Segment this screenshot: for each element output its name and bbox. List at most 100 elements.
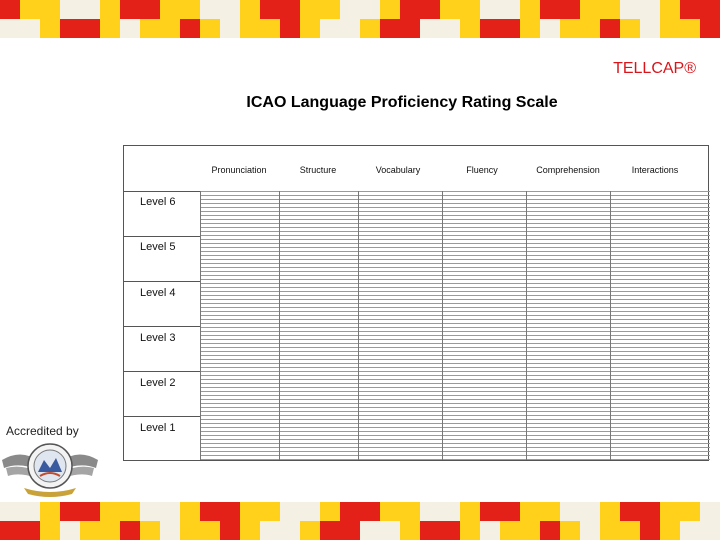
checker-cell [640, 19, 660, 38]
level-label-4: Level 4 [140, 287, 176, 299]
checker-cell [0, 521, 20, 540]
checker-cell [320, 502, 340, 521]
checker-cell [600, 502, 620, 521]
checker-cell [540, 521, 560, 540]
checker-cell [440, 521, 460, 540]
checker-cell [160, 19, 180, 38]
checker-cell [580, 521, 600, 540]
checker-cell [300, 521, 320, 540]
checker-cell [560, 0, 580, 19]
checker-cell [580, 502, 600, 521]
checker-cell [680, 502, 700, 521]
checker-cell [500, 0, 520, 19]
checker-cell [80, 19, 100, 38]
checker-cell [180, 0, 200, 19]
checker-cell [460, 19, 480, 38]
checker-cell [400, 19, 420, 38]
checker-cell [200, 521, 220, 540]
checker-cell [220, 521, 240, 540]
checker-cell [40, 502, 60, 521]
accreditation-seal-icon [2, 443, 98, 497]
checker-cell [280, 19, 300, 38]
checker-cell [360, 0, 380, 19]
checker-cell [120, 0, 140, 19]
checker-cell [500, 502, 520, 521]
checker-cell [660, 521, 680, 540]
checker-cell [520, 19, 540, 38]
checker-cell [560, 521, 580, 540]
accredited-by-label: Accredited by [6, 424, 79, 438]
checker-cell [340, 19, 360, 38]
checker-cell [420, 0, 440, 19]
checker-cell [500, 19, 520, 38]
checker-cell [0, 502, 20, 521]
checker-cell [300, 19, 320, 38]
column-header-comprehension: Comprehension [536, 165, 600, 175]
checker-cell [60, 0, 80, 19]
checker-cell [340, 521, 360, 540]
checker-cell [340, 0, 360, 19]
checker-cell [340, 502, 360, 521]
checker-cell [440, 19, 460, 38]
checker-cell [260, 0, 280, 19]
checker-cell [220, 19, 240, 38]
checker-cell [500, 521, 520, 540]
checker-cell [60, 521, 80, 540]
checker-cell [700, 0, 720, 19]
top-checker-band [0, 0, 720, 38]
checker-cell [480, 502, 500, 521]
checker-cell [600, 19, 620, 38]
checker-cell [400, 0, 420, 19]
checker-cell [20, 0, 40, 19]
checker-cell [40, 19, 60, 38]
column-header-pronunciation: Pronunciation [211, 165, 267, 175]
checker-cell [160, 0, 180, 19]
checker-cell [620, 19, 640, 38]
checker-cell [540, 19, 560, 38]
checker-cell [240, 19, 260, 38]
checker-cell [700, 502, 720, 521]
checker-cell [520, 521, 540, 540]
checker-cell [280, 0, 300, 19]
checker-cell [280, 521, 300, 540]
checker-cell [440, 0, 460, 19]
checker-cell [240, 502, 260, 521]
checker-cell [180, 521, 200, 540]
checker-cell [100, 502, 120, 521]
checker-cell [380, 521, 400, 540]
checker-cell [220, 0, 240, 19]
checker-cell [660, 502, 680, 521]
checker-cell [560, 502, 580, 521]
grid-column-interactions [610, 191, 710, 460]
checker-cell [20, 521, 40, 540]
checker-cell [80, 502, 100, 521]
checker-cell [160, 521, 180, 540]
checker-cell [280, 502, 300, 521]
checker-cell [420, 19, 440, 38]
checker-cell [20, 502, 40, 521]
brand-part-1: TELL [613, 60, 652, 77]
grid-column-vocabulary [358, 191, 443, 460]
checker-cell [660, 19, 680, 38]
checker-cell [480, 521, 500, 540]
checker-cell [300, 502, 320, 521]
checker-cell [660, 0, 680, 19]
checker-cell [140, 0, 160, 19]
checker-cell [120, 521, 140, 540]
checker-cell [240, 0, 260, 19]
checker-cell [380, 502, 400, 521]
checker-cell [260, 19, 280, 38]
checker-cell [460, 502, 480, 521]
level-label-2: Level 2 [140, 377, 176, 389]
checker-cell [620, 0, 640, 19]
bottom-checker-band [0, 502, 720, 540]
checker-cell [700, 19, 720, 38]
checker-cell [40, 521, 60, 540]
checker-cell [40, 0, 60, 19]
checker-cell [620, 521, 640, 540]
checker-cell [640, 521, 660, 540]
checker-cell [100, 0, 120, 19]
checker-cell [580, 19, 600, 38]
checker-cell [320, 19, 340, 38]
checker-cell [120, 19, 140, 38]
